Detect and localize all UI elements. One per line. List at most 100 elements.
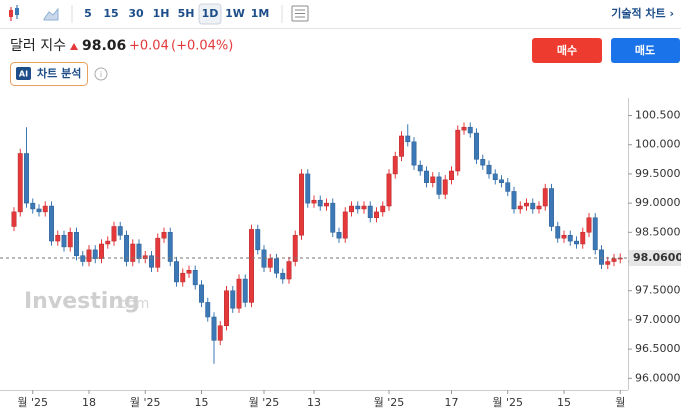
candle-body bbox=[199, 284, 204, 303]
candle-body bbox=[411, 141, 417, 166]
x-tick-label: 월 bbox=[615, 396, 625, 409]
candle-body bbox=[317, 199, 323, 207]
x-tick-label: 월 '25 bbox=[130, 396, 161, 409]
x-tick-label: 13 bbox=[307, 396, 321, 409]
candle-body bbox=[130, 243, 136, 262]
candle-body bbox=[580, 232, 586, 245]
candle-icon[interactable] bbox=[9, 5, 19, 21]
up-arrow bbox=[70, 43, 78, 50]
interval-option[interactable]: 5H bbox=[178, 7, 195, 20]
candle-body bbox=[211, 316, 217, 341]
candle-body bbox=[24, 153, 29, 204]
candle-body bbox=[492, 173, 498, 181]
watermark-main: Investing bbox=[24, 289, 140, 314]
interval-option[interactable]: 1H bbox=[153, 7, 170, 20]
candle-body bbox=[330, 202, 336, 233]
y-tick-label: 100.5000 bbox=[635, 109, 681, 122]
candle-body bbox=[305, 173, 311, 204]
candle-body bbox=[586, 217, 592, 233]
candle-body bbox=[392, 156, 398, 175]
candle-body bbox=[236, 278, 242, 309]
x-tick-label: 월 '25 bbox=[17, 396, 48, 409]
candle-body bbox=[461, 126, 467, 131]
candle-body bbox=[511, 191, 517, 210]
candle-body bbox=[280, 272, 286, 280]
y-tick-label: 97.0000 bbox=[635, 313, 681, 326]
candle-body bbox=[342, 211, 348, 239]
info-icon[interactable] bbox=[94, 67, 108, 81]
candle-body bbox=[74, 232, 79, 256]
candle-body bbox=[374, 211, 379, 218]
candle-body bbox=[386, 173, 392, 207]
candle-body bbox=[442, 179, 448, 195]
buy-button[interactable] bbox=[532, 38, 602, 63]
interval-option[interactable]: 1M bbox=[251, 7, 270, 20]
watermark: Investing .com bbox=[24, 289, 149, 314]
buy-label[interactable]: 매수 bbox=[557, 43, 577, 57]
interval-option[interactable]: 5 bbox=[84, 7, 92, 20]
y-tick-label: 100.0000 bbox=[635, 138, 681, 151]
interval-option[interactable]: 1D bbox=[202, 7, 219, 20]
ai-badge bbox=[16, 67, 31, 80]
candle-body bbox=[230, 290, 236, 309]
candle-body bbox=[30, 202, 36, 210]
candle-body bbox=[49, 205, 54, 242]
candle-body bbox=[205, 302, 211, 318]
candle-body bbox=[467, 126, 473, 134]
active-interval-bg bbox=[198, 3, 222, 25]
candle-body bbox=[361, 205, 367, 210]
candle-body bbox=[592, 217, 598, 251]
y-tick-label: 99.5000 bbox=[635, 167, 681, 180]
candle-body bbox=[192, 270, 198, 286]
x-tick-label: 15 bbox=[557, 396, 571, 409]
candle-body bbox=[349, 205, 354, 213]
candle-body bbox=[42, 205, 48, 213]
candle-body bbox=[274, 258, 279, 274]
sell-label[interactable]: 매도 bbox=[635, 43, 655, 57]
candle-body bbox=[117, 226, 123, 236]
candle-body bbox=[67, 232, 73, 248]
candle-body bbox=[261, 249, 267, 268]
candle-body bbox=[536, 205, 542, 210]
instrument-name: 달러 지수 bbox=[10, 38, 66, 54]
candle-body bbox=[61, 234, 67, 248]
candle-body bbox=[299, 173, 304, 236]
area-icon[interactable] bbox=[43, 7, 59, 21]
info-glyph: i bbox=[100, 70, 102, 79]
interval-option[interactable]: 1W bbox=[225, 7, 245, 20]
header: 달러 지수 98.06 +0.04 (+0.04%) 매수 매도 AI 차트 분… bbox=[10, 38, 680, 86]
candle-body bbox=[136, 243, 142, 259]
interval-option[interactable]: 15 bbox=[103, 7, 118, 20]
candle-body bbox=[224, 290, 229, 327]
candle-body bbox=[405, 135, 411, 143]
change: +0.04 bbox=[129, 39, 169, 54]
candle-body bbox=[605, 261, 611, 265]
candle-body bbox=[155, 237, 161, 268]
sell-button[interactable] bbox=[611, 38, 680, 63]
candle-body bbox=[599, 249, 604, 265]
watermark-suffix: .com bbox=[115, 296, 149, 312]
candle-body bbox=[455, 129, 461, 172]
candle-body bbox=[567, 234, 573, 242]
candle-body bbox=[524, 202, 529, 207]
technical-chart-link[interactable]: 기술적 차트 › bbox=[611, 6, 674, 20]
candle-body bbox=[549, 188, 554, 227]
change-percent: (+0.04%) bbox=[171, 39, 233, 54]
candle-body bbox=[124, 234, 129, 262]
candle-body bbox=[424, 170, 429, 183]
candle-body bbox=[611, 258, 617, 262]
y-tick-label: 96.0000 bbox=[635, 371, 681, 384]
candle-body bbox=[217, 325, 223, 341]
candle-body bbox=[449, 170, 454, 181]
candle-body bbox=[486, 164, 492, 175]
candle-body bbox=[474, 132, 479, 160]
ai-label[interactable]: 차트 분석 bbox=[37, 66, 81, 80]
x-tick-label: 15 bbox=[195, 396, 209, 409]
interval-option[interactable]: 30 bbox=[128, 7, 144, 20]
candle-body bbox=[499, 179, 504, 183]
candle-body bbox=[480, 159, 486, 166]
candle-body bbox=[255, 229, 261, 251]
candle-body bbox=[111, 226, 117, 242]
price-label-bg bbox=[629, 250, 681, 267]
indicator-icon[interactable] bbox=[291, 5, 309, 22]
